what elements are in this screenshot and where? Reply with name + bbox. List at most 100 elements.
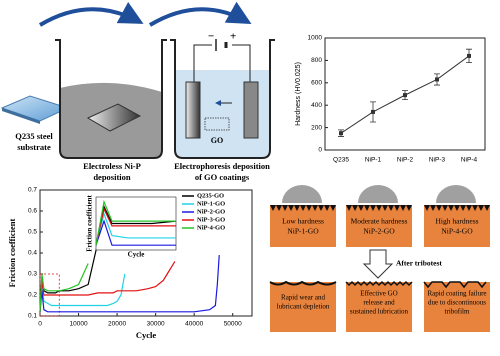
y-tick-label: 200 xyxy=(311,124,322,131)
data-point xyxy=(467,53,471,58)
process-arrow xyxy=(38,1,144,27)
y-tick-label: 600 xyxy=(311,80,322,87)
friction-curve xyxy=(39,255,220,313)
legend-label: NiP-4-GO xyxy=(197,224,225,231)
y-tick-label: 0.7 xyxy=(28,187,37,194)
y-tick-label: 400 xyxy=(311,102,322,109)
x-tick-label: 50000 xyxy=(224,321,242,328)
asperities xyxy=(424,205,490,211)
anode xyxy=(243,81,259,139)
schematic: After tribotest xyxy=(269,185,490,332)
y-tick-label: 0.3 xyxy=(28,271,37,278)
worn-block xyxy=(424,282,490,332)
result-label: Rapid coating failure xyxy=(427,290,486,298)
y-tick-label: 800 xyxy=(311,57,322,64)
step-label: of GO coatings xyxy=(195,172,250,182)
result-label: release and xyxy=(363,299,395,307)
friction-curve xyxy=(95,207,176,246)
state-label: NiP-1-GO xyxy=(287,227,319,236)
result-label: lubricant depletion xyxy=(277,303,330,311)
y-axis-label: Friction coefficient xyxy=(86,195,94,252)
step-label: Electrophoresis deposition xyxy=(174,161,270,171)
y-axis-label: Friction coefficient xyxy=(7,218,17,287)
friction-curve xyxy=(95,219,176,246)
state-label: High hardness xyxy=(435,217,478,226)
arrow-label: After tribotest xyxy=(396,259,442,268)
substrate-label: Q235 steel xyxy=(15,131,53,141)
state-label: Low hardness xyxy=(282,217,324,226)
friction-curve xyxy=(39,273,126,312)
coating-block xyxy=(270,205,336,247)
x-tick-label: 30000 xyxy=(147,321,165,328)
result-label: Effective GO xyxy=(360,290,397,298)
counter-ball xyxy=(358,185,398,203)
state-label: NiP-2-GO xyxy=(363,227,395,236)
worn-surface xyxy=(269,280,337,286)
beaker xyxy=(170,39,275,159)
counter-ball xyxy=(282,185,322,203)
x-tick-label: 40000 xyxy=(185,321,203,328)
plated-sample xyxy=(86,103,142,132)
result-label: tribofilm xyxy=(445,308,470,316)
result-label: due to discontinuous xyxy=(428,299,486,307)
x-tick-label: NiP-2 xyxy=(397,157,414,164)
result-label: Rapid wear and xyxy=(281,294,325,302)
charts: 0 200 400 600 800 1000 Hardness (HV0.025) Q235 N… xyxy=(7,35,486,340)
cathode xyxy=(185,81,201,139)
friction-curve xyxy=(95,199,176,246)
x-tick-label: NiP-1 xyxy=(365,157,382,164)
y-tick-label: 0.1 xyxy=(28,313,37,320)
y-tick-label: 0.5 xyxy=(28,229,37,236)
legend-label: NiP-2-GO xyxy=(197,208,225,215)
y-tick-label: 0 xyxy=(318,147,322,154)
y-tick-label: 1000 xyxy=(308,35,323,42)
process-arrow xyxy=(148,1,252,27)
step-label: deposition xyxy=(93,172,131,182)
legend-label: NiP-1-GO xyxy=(197,200,225,207)
legend-label: Q235-GO xyxy=(197,192,224,199)
data-point xyxy=(371,109,375,114)
coating-block xyxy=(346,205,412,247)
circuit-wire xyxy=(193,44,251,82)
x-axis-label: Cycle xyxy=(136,330,157,340)
plus-sign: + xyxy=(230,31,236,43)
friction-curve xyxy=(39,261,176,312)
data-point xyxy=(339,131,343,136)
x-tick-label: NiP-4 xyxy=(461,157,478,164)
down-arrow xyxy=(362,249,394,279)
beaker xyxy=(55,39,167,159)
y-tick-label: 0.6 xyxy=(28,208,37,215)
worn-surface xyxy=(423,281,487,289)
go-sheet xyxy=(204,117,230,131)
data-point xyxy=(435,77,439,82)
asperities xyxy=(270,205,336,211)
x-tick-label: 10000 xyxy=(70,321,88,328)
substrate-plate xyxy=(0,95,70,122)
x-tick-label: 0 xyxy=(38,321,42,328)
go-label: GO xyxy=(211,136,223,145)
state-label: Moderate hardness xyxy=(351,217,408,226)
minus-sign: − xyxy=(208,31,214,43)
x-tick-label: NiP-3 xyxy=(429,157,446,164)
data-point xyxy=(403,93,407,98)
asperities xyxy=(346,205,412,211)
x-axis-label: Cycle xyxy=(128,251,145,259)
legend-label: NiP-3-GO xyxy=(197,216,225,223)
coating-block xyxy=(424,205,490,247)
worn-surface xyxy=(345,280,413,287)
y-tick-label: 0.4 xyxy=(28,250,37,257)
x-tick-label: Q235 xyxy=(333,157,349,164)
result-label: sustained lubrication xyxy=(350,308,409,316)
friction-curve xyxy=(95,211,176,246)
y-tick-label: 0.2 xyxy=(28,292,37,299)
y-axis-label: Hardness (HV0.025) xyxy=(295,62,302,126)
step-label: Electroless Ni-P xyxy=(83,161,141,171)
state-label: NiP-4-GO xyxy=(441,227,473,236)
friction-curve xyxy=(39,263,89,312)
worn-block xyxy=(270,282,336,332)
counter-ball xyxy=(436,185,476,203)
substrate-edge xyxy=(2,108,40,124)
worn-block xyxy=(346,282,412,332)
x-tick-label: 20000 xyxy=(108,321,126,328)
